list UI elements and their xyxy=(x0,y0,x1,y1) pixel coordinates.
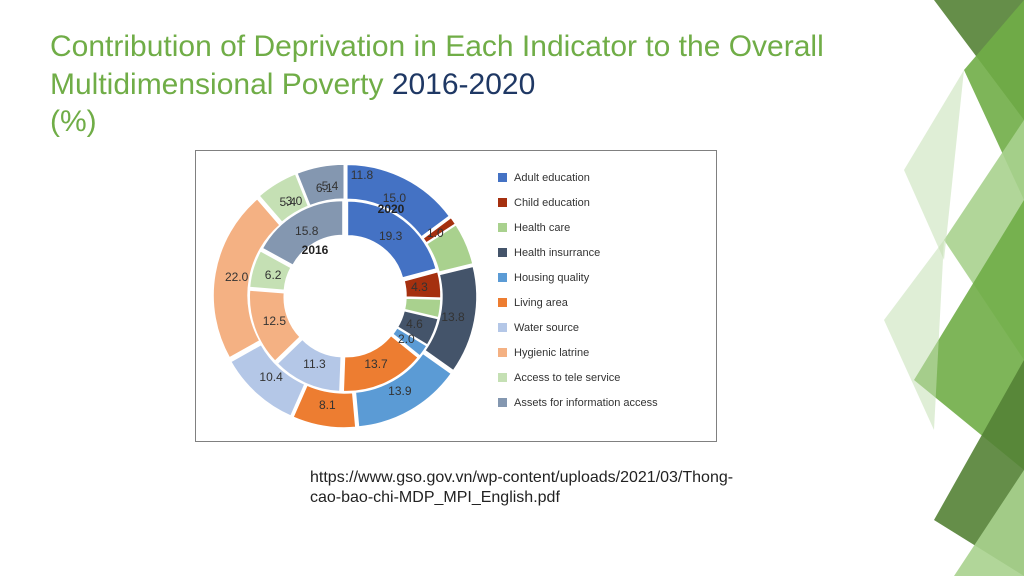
legend-item: Housing quality xyxy=(498,265,708,290)
value-label: 22.0 xyxy=(225,270,248,284)
legend-label: Water source xyxy=(514,322,579,334)
ring-year-label: 2020 xyxy=(378,202,405,216)
value-label: 13.7 xyxy=(364,357,387,371)
legend-swatch xyxy=(498,398,507,407)
slide-decoration xyxy=(874,0,1024,576)
legend-item: Hygienic latrine xyxy=(498,340,708,365)
legend-label: Adult education xyxy=(514,172,590,184)
legend-swatch xyxy=(498,373,507,382)
value-label: 11.8 xyxy=(351,168,373,182)
legend-swatch xyxy=(498,248,507,257)
value-label: 8.1 xyxy=(319,398,336,412)
donut-svg xyxy=(206,157,484,435)
value-label: 2.0 xyxy=(398,332,415,346)
value-label: 5.4 xyxy=(322,179,339,193)
value-label: 1.0 xyxy=(427,226,444,240)
legend-swatch xyxy=(498,223,507,232)
legend-label: Health insurrance xyxy=(514,247,600,259)
legend-label: Child education xyxy=(514,197,590,209)
value-label: 10.4 xyxy=(259,370,282,384)
deco-svg xyxy=(874,0,1024,576)
legend-swatch xyxy=(498,348,507,357)
legend-label: Hygienic latrine xyxy=(514,347,589,359)
legend-swatch xyxy=(498,273,507,282)
double-donut-chart: 15.01.013.813.98.110.422.05.46.119.34.34… xyxy=(206,157,484,435)
legend-item: Access to tele service xyxy=(498,365,708,390)
ring-year-label: 2016 xyxy=(302,243,329,257)
value-label: 4.6 xyxy=(406,317,423,331)
legend-label: Access to tele service xyxy=(514,372,620,384)
legend-item: Child education xyxy=(498,190,708,215)
slide-title: Contribution of Deprivation in Each Indi… xyxy=(50,28,870,141)
chart-legend: Adult education Child education Health car… xyxy=(498,165,708,415)
source-citation: https://www.gso.gov.vn/wp-content/upload… xyxy=(310,468,740,508)
title-range: 2016-2020 xyxy=(392,68,535,101)
value-label: 12.5 xyxy=(263,314,286,328)
value-label: 11.3 xyxy=(303,357,325,371)
legend-label: Assets for information access xyxy=(514,397,658,409)
legend-item: Water source xyxy=(498,315,708,340)
legend-swatch xyxy=(498,298,507,307)
legend-item: Adult education xyxy=(498,165,708,190)
title-pct: (%) xyxy=(50,105,97,138)
legend-item: Health care xyxy=(498,215,708,240)
legend-swatch xyxy=(498,323,507,332)
value-label: 13.9 xyxy=(388,384,411,398)
legend-item: Health insurrance xyxy=(498,240,708,265)
legend-label: Housing quality xyxy=(514,272,589,284)
value-label: 6.2 xyxy=(265,268,282,282)
legend-swatch xyxy=(498,198,507,207)
value-label: 15.8 xyxy=(295,224,318,238)
legend-swatch xyxy=(498,173,507,182)
legend-label: Living area xyxy=(514,297,568,309)
legend-item: Assets for information access xyxy=(498,390,708,415)
chart-container: 15.01.013.813.98.110.422.05.46.119.34.34… xyxy=(195,150,717,442)
value-label: 19.3 xyxy=(379,229,402,243)
value-label: 13.8 xyxy=(441,310,464,324)
value-label: 4.3 xyxy=(411,280,428,294)
value-label: 3.0 xyxy=(286,194,303,208)
legend-item: Living area xyxy=(498,290,708,315)
legend-label: Health care xyxy=(514,222,570,234)
